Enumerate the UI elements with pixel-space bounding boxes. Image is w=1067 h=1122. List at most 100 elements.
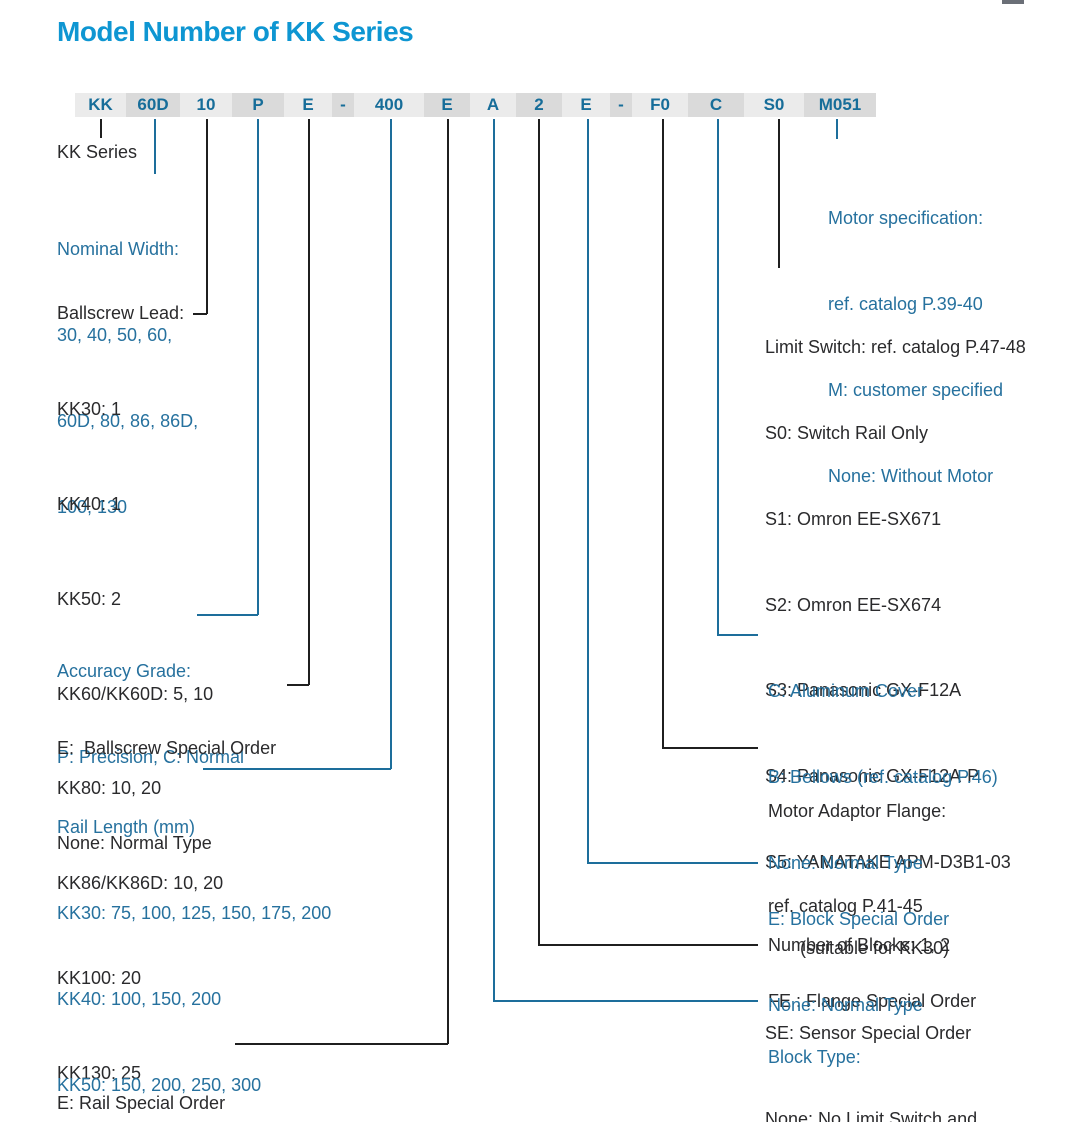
model-segment-m051: M051 xyxy=(804,93,876,117)
list-item: KK40: 100, 150, 200 xyxy=(57,988,222,1009)
elbow-number-of-blocks xyxy=(538,944,758,946)
label-ballscrew-lead: Ballscrew Lead: xyxy=(57,303,185,323)
list-item: C: Aluminum Cover xyxy=(768,681,924,702)
list-item: M: customer specified xyxy=(828,379,1004,400)
model-segment-kk: KK xyxy=(75,93,126,117)
connector-m051 xyxy=(836,119,838,139)
connector-p xyxy=(257,119,259,615)
section-title: Motor specification: xyxy=(828,208,984,229)
model-segment-f0: F0 xyxy=(632,93,688,117)
section-title: Accuracy Grade: xyxy=(57,661,192,682)
list-item: S1: Omron EE-SX671 xyxy=(765,508,942,529)
list-item: 30, 40, 50, 60, xyxy=(57,324,173,345)
elbow-motor-flange xyxy=(662,747,758,749)
model-segment-p: P xyxy=(232,93,284,117)
model-segment-dash2: - xyxy=(610,93,632,117)
section-block-type: Block Type: A: Normal S: Short xyxy=(768,986,861,1122)
model-segment-dash1: - xyxy=(332,93,354,117)
elbow-accuracy-grade xyxy=(197,614,258,616)
model-segment-2: 2 xyxy=(516,93,562,117)
connector-s0 xyxy=(778,119,780,268)
section-title: Rail Length (mm) xyxy=(57,817,196,838)
model-segment-400: 400 xyxy=(354,93,424,117)
section-block-special: E: Block Special Order None: Normal Type xyxy=(768,848,949,1077)
list-item: 100, 130 xyxy=(57,496,128,517)
connector-10 xyxy=(206,119,208,314)
list-item: ref. catalog P.39-40 xyxy=(828,293,983,314)
connector-400 xyxy=(390,119,392,769)
elbow-ballscrew-lead xyxy=(193,313,207,315)
model-segment-e1: E xyxy=(284,93,332,117)
list-item: None: Normal Type xyxy=(768,994,923,1015)
connector-f0 xyxy=(662,119,664,748)
elbow-block-special xyxy=(587,862,758,864)
section-ballscrew-lead-list: KK30: 1 KK40: 1 KK50: 2 KK60/KK60D: 5, 1… xyxy=(57,331,223,1122)
list-item: None: No Limit Switch and xyxy=(765,1109,978,1122)
elbow-block-type xyxy=(493,1000,758,1002)
connector-c xyxy=(717,119,719,635)
list-item: S0: Switch Rail Only xyxy=(765,422,929,443)
list-item: KK130: 25 xyxy=(57,1062,142,1083)
section-nominal-width: Nominal Width: 30, 40, 50, 60, 60D, 80, … xyxy=(57,178,198,578)
connector-a xyxy=(493,119,495,1001)
list-item: B: Bellows (ref. catalog P.46) xyxy=(768,766,998,787)
elbow-cover xyxy=(717,634,758,636)
model-segment-s0: S0 xyxy=(744,93,804,117)
elbow-ballscrew-special xyxy=(287,684,309,686)
list-item: KK100: 20 xyxy=(57,967,142,988)
list-item: E: Rail Special Order xyxy=(57,1093,226,1113)
section-cover: C: Aluminum Cover B: Bellows (ref. catal… xyxy=(768,620,998,935)
connector-e-block xyxy=(587,119,589,863)
model-number-strip: KK 60D 10 P E - 400 E A 2 E - F0 C S0 M0… xyxy=(75,93,876,117)
list-item: FE : Flange Special Order xyxy=(768,990,977,1011)
list-item: None: Without Motor xyxy=(828,465,994,486)
connector-60d xyxy=(154,119,156,174)
list-item: KK30: 75, 100, 125, 150, 175, 200 xyxy=(57,902,332,923)
section-motor-adaptor-flange: Motor Adaptor Flange: ref. catalog P.41-… xyxy=(768,733,976,1081)
list-item: None: Normal Type xyxy=(768,852,923,873)
section-title: Block Type: xyxy=(768,1047,861,1068)
list-item: KK40: 1 xyxy=(57,493,122,514)
list-item: (suitable for KK30) xyxy=(800,937,950,958)
list-item: S5: YAMATAKE APM-D3B1-03 xyxy=(765,851,1011,872)
connector-kk xyxy=(100,119,102,138)
list-item: KK80: 10, 20 xyxy=(57,778,162,799)
list-item: E: Block Special Order xyxy=(768,909,950,930)
section-rail-length: Rail Length (mm) KK30: 75, 100, 125, 150… xyxy=(57,756,413,1122)
section-accuracy-grade: Accuracy Grade: P: Precision, C: Normal xyxy=(57,600,244,829)
list-item: KK86/KK86D: 10, 20 xyxy=(57,873,224,894)
list-item: KK60/KK60D: 5, 10 xyxy=(57,683,214,704)
elbow-rail-length xyxy=(203,768,391,770)
section-rail-special: E: Rail Special Order None: Normal Type xyxy=(57,1031,225,1122)
model-segment-10: 10 xyxy=(180,93,232,117)
connector-e-rail xyxy=(447,119,449,1044)
section-title: Limit Switch: ref. catalog P.47-48 xyxy=(765,337,1026,358)
list-item: S2: Omron EE-SX674 xyxy=(765,594,942,615)
list-item: E: Ballscrew Special Order xyxy=(57,738,277,759)
list-item: S3: Panasonic GX-F12A xyxy=(765,680,962,701)
list-item: ref. catalog P.41-45 xyxy=(768,895,923,916)
model-segment-e3: E xyxy=(562,93,610,117)
elbow-rail-special xyxy=(235,1043,448,1045)
list-item: SE: Sensor Special Order xyxy=(765,1023,972,1044)
cropped-header-fragment xyxy=(1002,0,1024,4)
section-ballscrew-special: E: Ballscrew Special Order None: Normal … xyxy=(57,670,276,923)
list-item: 60D, 80, 86, 86D, xyxy=(57,410,199,431)
list-item: KK30: 1 xyxy=(57,399,122,420)
list-item: None: Normal Type xyxy=(57,832,212,853)
model-segment-a: A xyxy=(470,93,516,117)
section-motor-spec: Motor specification: ref. catalog P.39-4… xyxy=(828,147,1003,547)
model-segment-60d: 60D xyxy=(126,93,180,117)
label-number-of-blocks: Number of Blocks: 1, 2 xyxy=(768,935,951,955)
section-limit-switch: Limit Switch: ref. catalog P.47-48 S0: S… xyxy=(765,276,1026,1122)
label-kk-series: KK Series xyxy=(57,142,138,162)
section-title: Nominal Width: xyxy=(57,239,180,260)
list-item: KK50: 2 xyxy=(57,588,122,609)
list-item: KK50: 150, 200, 250, 300 xyxy=(57,1074,262,1095)
connector-2 xyxy=(538,119,540,945)
section-title: Motor Adaptor Flange: xyxy=(768,801,947,822)
list-item: S4: Panasonic GX-F12A-P xyxy=(765,766,980,787)
model-segment-e2: E xyxy=(424,93,470,117)
model-segment-c: C xyxy=(688,93,744,117)
